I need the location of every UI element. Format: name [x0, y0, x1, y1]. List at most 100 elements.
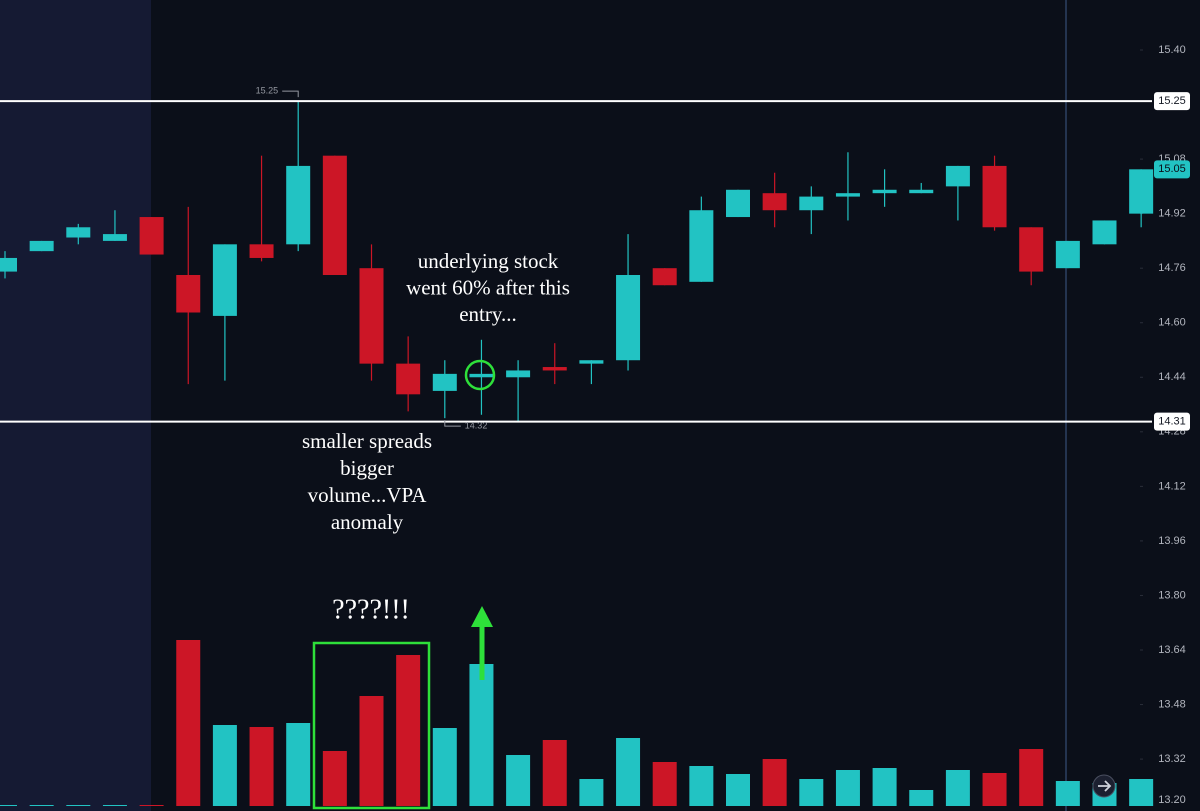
candle-body: [872, 189, 897, 194]
y-tick-label: 14.44: [1158, 371, 1186, 383]
annotation-text: bigger: [340, 456, 394, 480]
volume-bar: [0, 805, 17, 806]
volume-bar: [29, 805, 54, 806]
volume-bar: [102, 805, 127, 806]
volume-bar: [799, 779, 824, 806]
volume-bar: [469, 664, 494, 806]
volume-bar: [909, 790, 934, 806]
volume-bar: [689, 766, 714, 806]
candle-body: [0, 257, 17, 272]
high-marker-line: [282, 90, 299, 98]
annotation-text: anomaly: [331, 510, 404, 534]
high-marker-label: 15.25: [256, 86, 279, 96]
candle-body: [652, 268, 677, 286]
y-tick-label: 15.40: [1158, 44, 1186, 56]
candle-body: [1055, 240, 1080, 269]
volume-bar: [652, 762, 677, 806]
candle-body: [909, 189, 934, 194]
candle-body: [835, 193, 860, 197]
y-tick-label: 13.48: [1158, 698, 1186, 710]
candle-body: [1129, 169, 1154, 214]
candle-layer: [0, 101, 1154, 422]
candle-body: [29, 240, 54, 252]
volume-bar: [286, 723, 311, 806]
volume-bar: [872, 768, 897, 806]
volume-bar: [506, 755, 531, 806]
candle-body: [396, 363, 421, 395]
price-label: 15.25: [1158, 95, 1186, 107]
scroll-icon: [1098, 780, 1112, 792]
y-tick-label: 14.12: [1158, 480, 1186, 492]
volume-bar: [249, 727, 274, 806]
candle-body: [176, 275, 201, 313]
volume-bar: [66, 805, 91, 806]
volume-bar: [762, 759, 787, 806]
volume-bar: [616, 738, 641, 806]
annotation-text: underlying stock: [418, 249, 559, 273]
candle-body: [102, 234, 127, 241]
candle-body: [66, 227, 91, 238]
volume-bar: [139, 805, 164, 806]
candle-body: [762, 193, 787, 211]
y-tick-label: 13.32: [1158, 753, 1186, 765]
candle-body: [359, 268, 384, 364]
annotation-text: ????!!!: [332, 594, 410, 625]
last-price-label: 15.05: [1158, 163, 1186, 175]
y-tick-label: 13.80: [1158, 589, 1186, 601]
volume-bar: [176, 640, 201, 806]
candle-body: [542, 367, 567, 371]
price-label-box: [1154, 92, 1190, 111]
volume-bar: [212, 725, 237, 806]
candle-body: [506, 370, 531, 378]
y-tick-label: 14.92: [1158, 208, 1186, 220]
volume-bar: [1019, 749, 1044, 806]
volume-bar: [322, 751, 347, 806]
candle-body: [322, 155, 347, 275]
y-tick-label: 13.64: [1158, 644, 1186, 656]
volume-bar: [835, 770, 860, 806]
y-tick-label: 14.60: [1158, 317, 1186, 329]
annotation-text: entry...: [459, 302, 517, 326]
candle-body: [1092, 220, 1117, 245]
volume-layer: [0, 640, 1154, 806]
highlight-circle: [464, 359, 496, 391]
volume-bar: [396, 655, 421, 806]
volume-bar: [579, 779, 604, 806]
low-marker-line: [444, 420, 461, 427]
candle-body: [726, 189, 750, 218]
candle-body: [469, 373, 494, 378]
session-shade: [0, 0, 151, 811]
volume-bar: [359, 696, 384, 806]
y-tick-label: 14.76: [1158, 262, 1186, 274]
candle-body: [945, 165, 970, 187]
candle-body: [799, 196, 824, 211]
y-tick-label: 13.20: [1158, 794, 1186, 806]
candle-body: [286, 165, 311, 245]
annotation-text: went 60% after this: [406, 275, 570, 299]
candle-body: [579, 360, 604, 364]
highlight-box: [312, 641, 431, 810]
annotation-text: smaller spreads: [302, 429, 432, 453]
volume-bar: [1055, 781, 1080, 806]
candle-body: [249, 244, 274, 258]
candle-body: [689, 210, 714, 282]
low-marker-label: 14.32: [465, 421, 488, 431]
candle-body: [212, 244, 237, 316]
price-label: 14.31: [1158, 415, 1186, 427]
volume-bar: [542, 740, 567, 806]
volume-bar: [1129, 779, 1154, 806]
volume-bar: [432, 728, 457, 806]
volume-bar: [945, 770, 970, 806]
last-price-box: [1154, 160, 1190, 179]
arrow-head: [471, 606, 493, 627]
candle-body: [1019, 227, 1044, 272]
y-tick-label: 13.96: [1158, 535, 1186, 547]
candle-body: [982, 165, 1007, 228]
candle-body: [432, 373, 457, 391]
candle-body: [139, 217, 164, 255]
volume-bar: [982, 773, 1007, 806]
annotation-text: volume...VPA: [308, 483, 428, 507]
volume-bar: [726, 774, 750, 806]
price-label-box: [1154, 412, 1190, 431]
